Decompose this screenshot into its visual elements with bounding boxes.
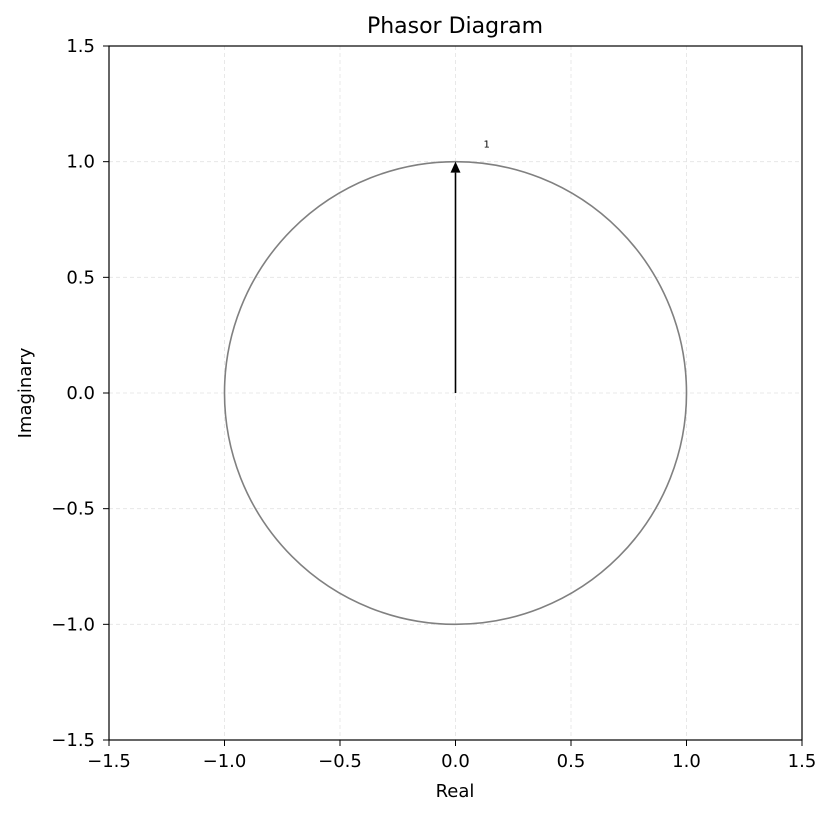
x-axis-ticks: −1.5 −1.0 −0.5 0.0 0.5 1.0 1.5 (87, 740, 816, 772)
x-axis-label: Real (436, 781, 475, 802)
x-tick-label-5: 1.0 (672, 751, 701, 772)
x-tick-label-2: −0.5 (318, 751, 362, 772)
y-tick-label-6: 1.5 (66, 36, 95, 57)
y-axis-label: Imaginary (15, 347, 36, 438)
x-tick-label-1: −1.0 (203, 751, 247, 772)
phasor-arrow-head-0 (450, 161, 461, 173)
x-tick-label-4: 0.5 (557, 751, 586, 772)
y-tick-label-1: −1.0 (51, 614, 95, 635)
y-tick-label-0: −1.5 (51, 730, 95, 751)
x-tick-label-6: 1.5 (788, 751, 817, 772)
chart-title: Phasor Diagram (367, 14, 543, 39)
y-axis-ticks: −1.5 −1.0 −0.5 0.0 0.5 1.0 1.5 (51, 36, 109, 751)
x-tick-label-0: −1.5 (87, 751, 131, 772)
x-tick-label-3: 0.0 (441, 751, 470, 772)
y-tick-label-5: 1.0 (66, 152, 95, 173)
phasor-label-0: 1 (484, 140, 490, 151)
y-tick-label-4: 0.5 (66, 267, 95, 288)
phasor-layer: 1 (450, 140, 490, 393)
y-tick-label-2: −0.5 (51, 499, 95, 520)
y-tick-label-3: 0.0 (66, 383, 95, 404)
